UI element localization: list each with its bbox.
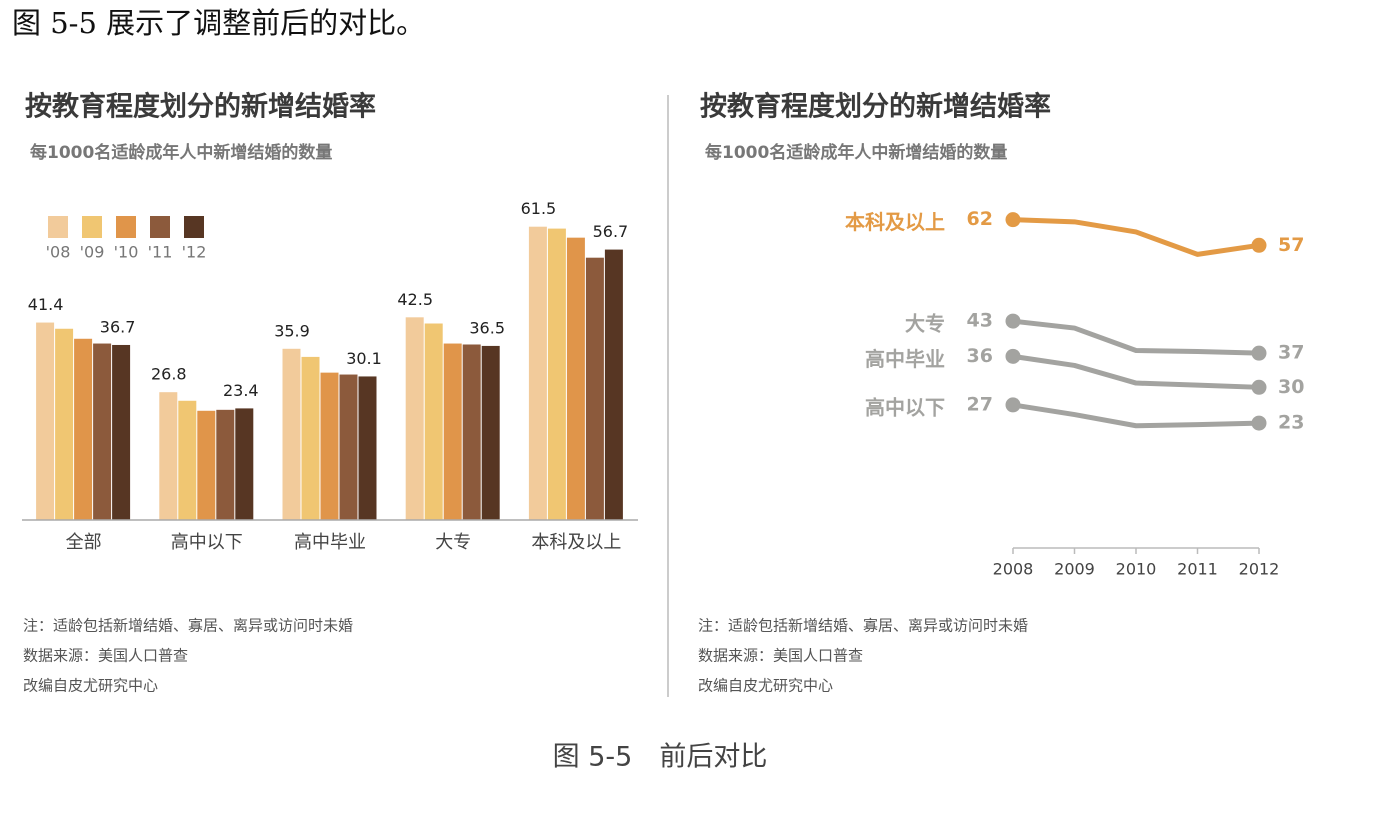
bar [547,228,566,520]
bar [405,317,424,520]
legend-swatch [116,216,136,238]
bar [528,226,547,520]
line [1012,402,1260,429]
x-tick-label: 2009 [1054,560,1095,579]
x-tick-label: 全部 [66,532,102,553]
x-tick-label: 本科及以上 [531,532,621,553]
bar [301,356,320,520]
series-label: 高中以下 [865,395,945,419]
legend-label: '09 [80,243,105,262]
line [1012,318,1260,356]
bar [339,374,358,520]
legend-swatch [82,216,102,238]
footnote: 数据来源：美国人口普查 [23,647,188,665]
point-marker [1005,313,1021,329]
data-label: 36.5 [469,318,505,337]
point-marker [1251,345,1267,361]
legend-label: '11 [148,243,173,262]
chart-subtitle: 每1000名适龄成年人中新增结婚的数量 [30,142,332,163]
chart-title: 按教育程度划分的新增结婚率 [700,91,1051,123]
bar [55,328,74,520]
bar [159,392,178,520]
bar [197,410,216,520]
data-label: 23.4 [223,381,259,400]
data-label: 56.7 [593,222,629,241]
x-tick-label: 2012 [1239,560,1280,579]
bar [604,249,623,521]
legend-swatch [150,216,170,238]
chart-subtitle: 每1000名适龄成年人中新增结婚的数量 [705,142,1007,163]
chart-title: 按教育程度划分的新增结婚率 [25,91,376,123]
data-label: 26.8 [151,365,187,384]
bar [74,338,93,520]
bar [216,409,235,520]
bar [93,343,112,520]
bar [443,343,462,520]
legend-label: '10 [114,243,139,262]
point-marker [1005,397,1021,413]
x-tick-label: 大专 [435,532,471,553]
footnote: 数据来源：美国人口普查 [698,647,863,665]
bar [481,345,500,520]
x-tick-label: 高中毕业 [294,532,366,553]
line [1012,217,1260,257]
value-label: 62 [967,208,993,230]
intro-text: 图 5-5 展示了调整前后的对比。 [12,6,425,40]
data-label: 41.4 [28,295,64,314]
point-marker [1005,348,1021,364]
data-label: 35.9 [274,321,310,340]
data-label: 30.1 [346,349,382,368]
point-marker [1251,379,1267,395]
point-marker [1251,237,1267,253]
series-label: 高中毕业 [865,347,945,371]
legend-swatch [184,216,204,238]
bar [320,372,339,520]
legend-label: '12 [182,243,207,262]
bar [178,400,197,520]
point-marker [1251,415,1267,431]
value-label: 30 [1278,376,1304,398]
value-label: 27 [967,393,993,415]
x-tick-label: 2008 [993,560,1034,579]
line [1012,353,1260,390]
bar [282,348,301,520]
data-label: 42.5 [397,290,433,309]
figure-caption: 图 5-5 前后对比 [553,742,768,773]
bar [112,344,131,520]
bar [235,408,254,520]
bar [585,257,604,520]
legend-label: '08 [46,243,71,262]
value-label: 43 [967,310,993,332]
data-label: 36.7 [100,317,136,336]
series-label: 大专 [905,312,945,336]
bar [462,344,481,520]
bar [566,237,585,520]
value-label: 36 [967,345,993,367]
footnote: 注：适龄包括新增结婚、寡居、离异或访问时未婚 [23,617,353,635]
value-label: 23 [1278,412,1304,434]
data-label: 61.5 [521,199,557,218]
point-marker [1005,212,1021,228]
footnote: 改编自皮尤研究中心 [23,677,158,695]
series-label: 本科及以上 [845,210,945,234]
bar [424,323,443,520]
footnote: 改编自皮尤研究中心 [698,677,833,695]
x-tick-label: 2010 [1116,560,1157,579]
bar [36,322,55,520]
x-tick-label: 2011 [1177,560,1218,579]
value-label: 57 [1278,234,1304,256]
bar [358,376,377,520]
legend-swatch [48,216,68,238]
footnote: 注：适龄包括新增结婚、寡居、离异或访问时未婚 [698,617,1028,635]
x-tick-label: 高中以下 [171,532,243,553]
value-label: 37 [1278,342,1304,364]
